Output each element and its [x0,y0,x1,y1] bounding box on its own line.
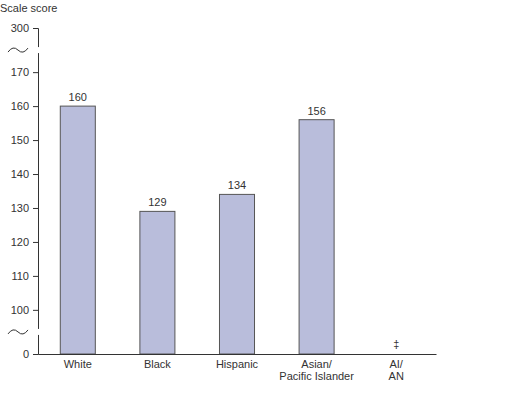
y-tick-mark [33,140,38,141]
y-tick-label: 100 [11,304,29,316]
bar [140,211,175,354]
y-tick: 140 [11,168,38,180]
y-tick-label: 300 [11,22,29,34]
y-tick-label: 110 [11,270,29,282]
chart: 0 100 110 120 130 140 150 160 170 300 White Black Hi… [0,0,528,404]
x-tick: Hispanic [216,354,259,370]
y-tick: 170 [11,66,38,78]
y-tick-label: 150 [11,134,29,146]
axis-break-gap [35,47,41,53]
y-tick-mark [33,242,38,243]
y-tick: 160 [11,100,38,112]
x-axis-line [39,354,437,355]
y-tick-mark [33,28,38,29]
x-axis: White Black Hispanic Asian/Pacific Islander… [39,354,437,382]
y-tick: 120 [11,236,38,248]
x-tick-label: Hispanic [216,358,259,370]
bars [60,106,334,354]
y-tick: 300 [11,22,38,34]
axis-break [8,48,28,52]
y-tick-label: 0 [23,348,29,360]
y-tick-label: 140 [11,168,29,180]
y-axis-title: Scale score [0,2,57,14]
data-label: ‡ [393,338,399,350]
y-tick: 110 [11,270,38,282]
data-label: 156 [307,105,325,117]
y-tick-mark [33,72,38,73]
y-tick: 130 [11,202,38,214]
y-tick: 150 [11,134,38,146]
x-tick: Black [144,354,171,370]
y-tick-mark [33,208,38,209]
bar [299,120,334,354]
y-tick-mark [33,174,38,175]
y-tick-label: 120 [11,236,29,248]
y-tick-mark [33,276,38,277]
data-labels: 160 129 134 156 ‡ [69,91,400,350]
y-axis: 0 100 110 120 130 140 150 160 170 300 [11,22,39,360]
axis-break [8,330,28,334]
x-tick: AI/AN [389,354,404,382]
data-label: 129 [148,196,166,208]
y-tick: 100 [11,304,38,316]
data-label: 134 [228,179,246,191]
bar [60,106,95,354]
axis-break-gap [35,329,41,335]
y-tick-label: 160 [11,100,29,112]
y-tick-label: 170 [11,66,29,78]
x-tick: Asian/Pacific Islander [279,354,354,382]
y-tick-label: 130 [11,202,29,214]
x-tick-label: Asian/Pacific Islander [279,358,354,383]
y-tick: 0 [23,348,38,360]
y-axis-line [33,29,39,355]
data-label: 160 [69,91,87,103]
y-tick-mark [33,354,38,355]
bar [219,194,254,354]
y-tick-mark [33,106,38,107]
x-tick-label: White [64,358,92,370]
x-tick: White [64,354,92,370]
x-tick-label: Black [144,358,171,370]
x-tick-label: AI/AN [389,358,404,383]
y-tick-mark [33,310,38,311]
